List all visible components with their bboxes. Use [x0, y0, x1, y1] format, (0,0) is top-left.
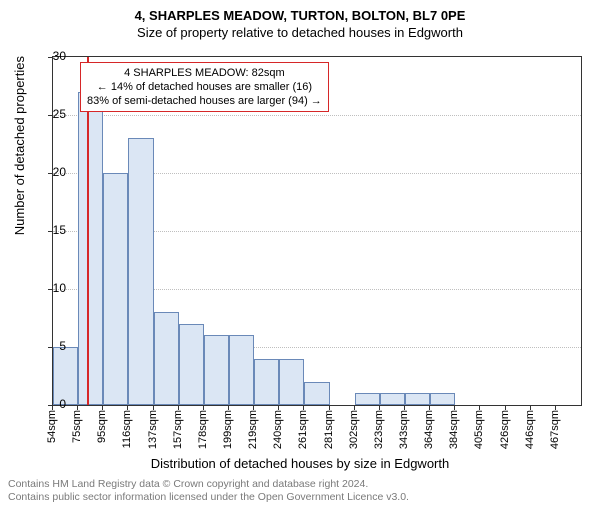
xtick-label: 405sqm	[473, 410, 485, 449]
xtick-label: 261sqm	[297, 410, 309, 449]
infobox-line1: 4 SHARPLES MEADOW: 82sqm	[87, 66, 322, 80]
xtick-label: 116sqm	[121, 410, 133, 448]
gridline	[53, 115, 581, 116]
xtick-label: 323sqm	[373, 410, 385, 449]
histogram-bar	[254, 359, 279, 405]
xtick-label: 157sqm	[172, 410, 184, 449]
xtick-label: 364sqm	[423, 410, 435, 449]
xtick-label: 446sqm	[524, 410, 536, 449]
xtick-label: 137sqm	[147, 410, 159, 449]
infobox-line3: 83% of semi-detached houses are larger (…	[87, 94, 322, 108]
histogram-bar	[304, 382, 329, 405]
ytick-label: 25	[53, 107, 66, 121]
ytick-label: 5	[59, 339, 66, 353]
ytick-label: 10	[53, 281, 66, 295]
histogram-bar	[279, 359, 304, 405]
xtick-label: 467sqm	[549, 410, 561, 449]
xtick-label: 384sqm	[448, 410, 460, 449]
histogram-bar	[229, 335, 254, 405]
histogram-bar	[103, 173, 128, 405]
histogram-bar	[204, 335, 229, 405]
histogram-bar	[405, 393, 430, 405]
ytick-label: 30	[53, 49, 66, 63]
chart-title-line1: 4, SHARPLES MEADOW, TURTON, BOLTON, BL7 …	[0, 8, 600, 23]
plot-wrapper: 4 SHARPLES MEADOW: 82sqm ← 14% of detach…	[52, 56, 582, 406]
xtick-label: 302sqm	[348, 410, 360, 449]
ytick-label: 20	[53, 165, 66, 179]
xtick-label: 178sqm	[197, 410, 209, 449]
histogram-bar	[78, 92, 103, 405]
ytick-label: 15	[53, 223, 66, 237]
xtick-label: 219sqm	[247, 410, 259, 449]
histogram-bar	[128, 138, 153, 405]
infobox-line2: ← 14% of detached houses are smaller (16…	[87, 80, 322, 94]
xtick-label: 343sqm	[398, 410, 410, 449]
xtick-label: 75sqm	[71, 410, 83, 443]
footer: Contains HM Land Registry data © Crown c…	[8, 478, 409, 504]
ytick-label: 0	[59, 397, 66, 411]
footer-line1: Contains HM Land Registry data © Crown c…	[8, 478, 409, 491]
info-box: 4 SHARPLES MEADOW: 82sqm ← 14% of detach…	[80, 62, 329, 112]
chart-title-line2: Size of property relative to detached ho…	[0, 25, 600, 40]
y-axis-label: Number of detached properties	[12, 0, 27, 231]
histogram-bar	[154, 312, 179, 405]
footer-line2: Contains public sector information licen…	[8, 491, 409, 504]
xtick-label: 95sqm	[96, 410, 108, 443]
histogram-bar	[380, 393, 405, 405]
xtick-label: 426sqm	[499, 410, 511, 449]
xtick-label: 54sqm	[46, 410, 58, 443]
histogram-bar	[430, 393, 455, 405]
xtick-label: 240sqm	[272, 410, 284, 449]
histogram-bar	[179, 324, 204, 405]
x-axis-label: Distribution of detached houses by size …	[0, 456, 600, 471]
xtick-label: 199sqm	[222, 410, 234, 449]
histogram-bar	[355, 393, 380, 405]
xtick-label: 281sqm	[323, 410, 335, 449]
